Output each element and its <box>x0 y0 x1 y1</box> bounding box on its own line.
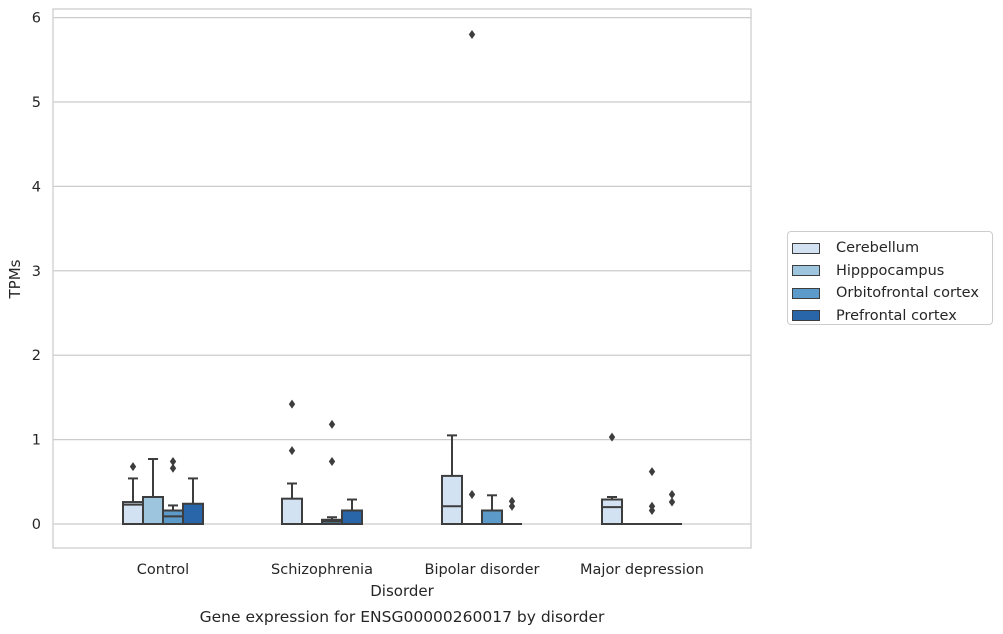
y-tick-label: 6 <box>32 11 41 27</box>
box-body <box>441 474 463 525</box>
outlier-point <box>328 457 336 467</box>
y-tick-label: 5 <box>32 95 41 111</box>
gridlines <box>53 16 751 525</box>
outlier-point <box>648 505 656 515</box>
outlier-point <box>468 489 476 499</box>
box-0-2 <box>162 457 184 526</box>
outlier-point <box>508 496 516 506</box>
legend-swatch <box>792 287 820 299</box>
legend-label: Hipppocampus <box>836 262 945 279</box>
legend-label: Cerebellum <box>836 240 920 257</box>
box-1-3 <box>341 498 363 526</box>
box-marks <box>122 29 682 526</box>
legend-swatch <box>792 242 820 254</box>
legend-item: Prefrontal cortex <box>792 305 992 328</box>
box-1-0 <box>281 399 303 525</box>
box-0-0 <box>122 462 144 525</box>
outlier-point <box>169 463 177 473</box>
outlier-point <box>608 432 616 442</box>
y-tick-label: 4 <box>32 179 41 195</box>
box-0-1 <box>142 458 164 526</box>
box-2-3 <box>502 496 522 525</box>
outlier-point <box>328 419 336 429</box>
x-tick-label: Schizophrenia <box>271 562 373 578</box>
y-tick-labels: 0 1 2 3 4 5 6 <box>32 11 41 533</box>
box-3-3 <box>662 489 682 525</box>
outlier-point <box>668 497 676 507</box>
box-2-1 <box>462 29 482 525</box>
legend: Cerebellum Hipppocampus Orbitofrontal cort… <box>787 231 993 325</box>
box-0-3 <box>182 477 204 525</box>
legend-item: Hipppocampus <box>792 260 992 283</box>
x-tick-label: Bipolar disorder <box>425 562 540 578</box>
outlier-point <box>288 446 296 456</box>
box-body <box>341 509 363 526</box>
legend-swatch <box>792 265 820 277</box>
box-body <box>601 498 623 525</box>
legend-item: Cerebellum <box>792 237 992 260</box>
y-tick-label: 3 <box>32 264 41 280</box>
box-2-2 <box>481 494 503 526</box>
outlier-point <box>468 29 476 39</box>
chart-caption: Gene expression for ENSG00000260017 by d… <box>200 608 605 626</box>
box-body <box>481 509 503 526</box>
outlier-point <box>288 399 296 409</box>
x-axis-label: Disorder <box>370 582 434 600</box>
legend-item: Orbitofrontal cortex <box>792 282 992 305</box>
box-body <box>182 502 204 525</box>
outlier-point <box>129 462 137 472</box>
y-tick-label: 0 <box>32 517 41 533</box>
outlier-point <box>648 467 656 477</box>
outlier-point <box>169 457 177 467</box>
box-body <box>281 497 303 525</box>
x-tick-labels: Control Schizophrenia Bipolar disorder Majo… <box>137 562 704 578</box>
outlier-point <box>508 501 516 511</box>
y-tick-label: 2 <box>32 348 41 364</box>
box-2-0 <box>441 434 463 525</box>
y-axis-label: TPMs <box>6 259 24 299</box>
legend-label: Orbitofrontal cortex <box>836 285 979 302</box>
outlier-point <box>668 489 676 499</box>
plot-frame <box>52 8 752 549</box>
legend-label: Prefrontal cortex <box>836 307 957 324</box>
x-tick-label: Major depression <box>580 562 704 578</box>
y-tick-label: 1 <box>32 433 41 449</box>
box-body <box>142 495 164 526</box>
legend-swatch <box>792 310 820 322</box>
box-3-2 <box>642 467 662 525</box>
box-3-0 <box>601 432 623 525</box>
x-tick-label: Control <box>137 562 189 578</box>
box-1-2 <box>321 419 343 526</box>
